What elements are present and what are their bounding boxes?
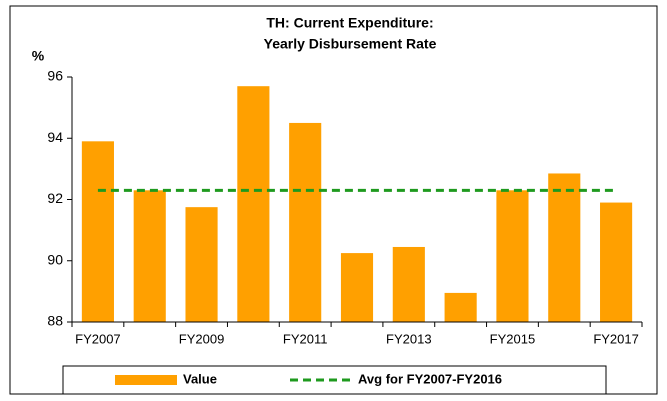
bar xyxy=(237,86,270,322)
x-tick-label: FY2015 xyxy=(490,331,536,346)
chart-title: TH: Current Expenditure: xyxy=(266,15,433,31)
bar xyxy=(496,190,529,322)
bar xyxy=(392,246,425,322)
y-tick-label: 92 xyxy=(47,190,63,206)
bar xyxy=(289,122,322,322)
bar xyxy=(81,141,114,322)
y-axis-label: % xyxy=(32,48,45,64)
x-tick-label: FY2013 xyxy=(386,331,432,346)
y-tick-label: 94 xyxy=(47,129,63,145)
bar xyxy=(340,253,374,322)
legend-label: Value xyxy=(183,371,217,386)
legend-swatch xyxy=(115,375,177,385)
legend-label: Avg for FY2007-FY2016 xyxy=(358,371,502,386)
legend-box xyxy=(62,365,607,395)
x-tick-label: FY2017 xyxy=(593,331,639,346)
bar xyxy=(133,190,166,322)
bar xyxy=(444,292,477,322)
y-tick-label: 96 xyxy=(47,68,63,84)
x-tick-label: FY2009 xyxy=(179,331,225,346)
y-tick-label: 90 xyxy=(47,251,63,267)
x-tick-label: FY2007 xyxy=(75,331,121,346)
chart-title: Yearly Disbursement Rate xyxy=(264,36,437,52)
bar xyxy=(600,202,633,322)
x-tick-label: FY2011 xyxy=(283,331,328,346)
bar xyxy=(185,207,218,322)
bar xyxy=(548,173,581,322)
y-tick-label: 88 xyxy=(47,313,63,329)
